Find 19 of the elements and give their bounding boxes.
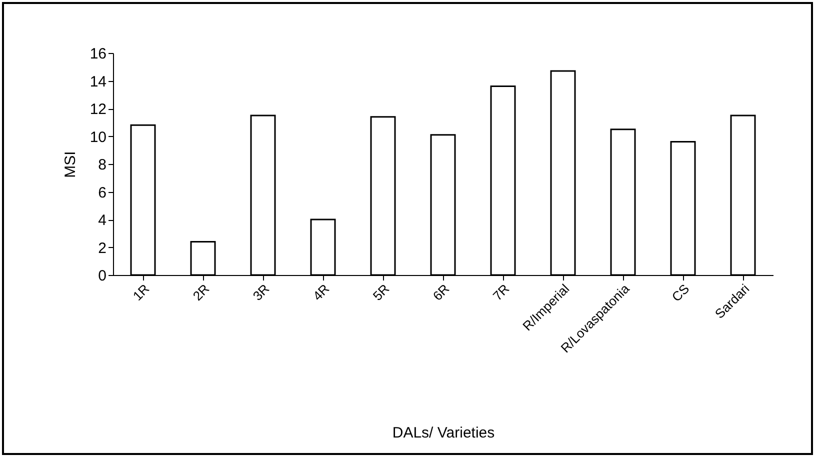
x-axis-title: DALs/ Varieties [392, 424, 495, 442]
x-tick-label: CS [668, 280, 692, 304]
y-tick-label: 8 [98, 156, 106, 174]
y-tick-label: 6 [98, 184, 106, 202]
x-tick-label: 5R [370, 281, 392, 304]
x-tick-label: 7R [490, 281, 512, 304]
x-tick-label: 2R [190, 281, 212, 304]
y-tick-label: 2 [98, 240, 106, 257]
y-tick-label: 12 [90, 101, 106, 118]
y-axis-title: MSI [62, 151, 79, 178]
x-tick-label: 6R [430, 281, 452, 304]
y-tick-label: 10 [90, 128, 106, 146]
y-tick-label: 4 [98, 212, 106, 229]
y-tick-label: 16 [90, 46, 106, 62]
y-tick-label: 0 [98, 268, 106, 284]
x-tick-label: 3R [250, 281, 272, 304]
x-tick-label: 4R [310, 281, 332, 304]
x-tick-label: 1R [130, 281, 152, 304]
y-tick-label: 14 [90, 73, 106, 90]
